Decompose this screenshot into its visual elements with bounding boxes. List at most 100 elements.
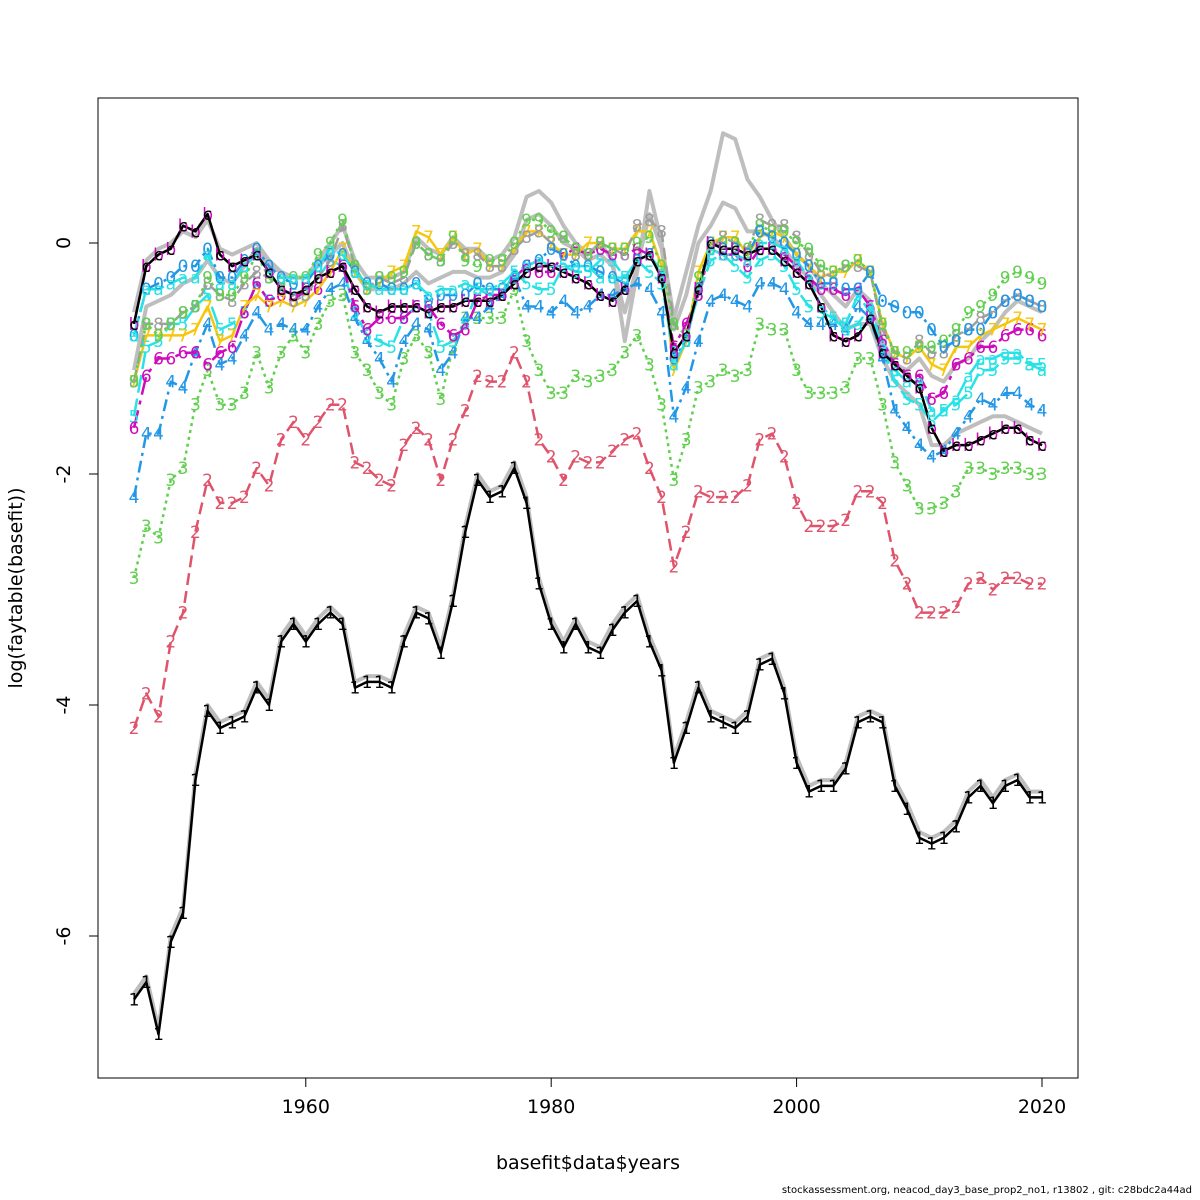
series-1-marker: 1 [840,760,851,780]
series-0-marker: 0 [632,251,643,271]
series-a-marker: a [644,246,654,266]
series-6-marker: 6 [521,257,532,277]
series-5-marker: 5 [325,251,336,271]
series-0-marker: 0 [1000,292,1011,312]
series-8-marker: 8 [288,292,299,312]
series-6-marker: 6 [276,286,287,306]
series-7-marker: 7 [865,263,876,283]
series-2-marker: 2 [460,402,471,422]
series-line-2 [132,351,1042,729]
series-0-marker: 0 [435,286,446,306]
series-c-marker: c [338,257,347,277]
series-b-marker: b [337,257,348,277]
series-3-marker: 3 [239,384,250,404]
series-1-marker: 1 [509,459,520,479]
series-1-marker: 1 [607,621,618,641]
series-b-marker: b [853,326,864,346]
series-4-marker: 4 [227,350,238,370]
series-1-marker: 1 [386,679,397,699]
series-2-marker: 2 [987,581,998,601]
series-6-marker: 6 [963,350,974,370]
series-8-marker: 8 [546,234,557,254]
series-4-marker: 4 [926,448,937,468]
series-c-marker: c [424,303,433,323]
series-3-marker: 3 [1037,465,1048,485]
series-3-marker: 3 [828,384,839,404]
series-b-marker: b [583,274,594,294]
series-line-4 [132,276,1043,498]
series-0-marker: 0 [889,298,900,318]
series-3-marker: 3 [742,361,753,381]
series-0-marker: 0 [656,269,667,289]
series-5-marker: 5 [607,251,618,271]
series-3-marker: 3 [619,344,630,364]
series-9-marker: 9 [521,211,532,231]
series-5-marker: 5 [239,303,250,323]
series-a-marker: a [583,257,593,277]
series-c-marker: c [976,430,985,450]
series-8-marker: 8 [791,228,802,248]
series-6-marker: 6 [828,280,839,300]
series-2-marker: 2 [779,448,790,468]
series-b-marker: b [325,263,336,283]
series-1-marker: 1 [963,788,974,808]
series-4-marker: 4 [300,321,311,341]
series-6-marker: 6 [472,292,483,312]
series-4-marker: 4 [779,280,790,300]
series-1-marker: 1 [754,656,765,676]
series-5-marker: 5 [251,274,262,294]
series-b-marker: b [975,430,986,450]
series-5-marker: 5 [705,251,716,271]
series-4-marker: 4 [975,390,986,410]
series-3-marker: 3 [595,367,606,387]
series-b-marker: b [705,234,716,254]
series-1-marker: 1 [656,661,667,681]
series-c-marker: c [178,217,187,237]
series-2-marker: 2 [251,459,262,479]
series-4-marker: 4 [398,332,409,352]
series-a-marker: a [546,257,556,277]
series-2-marker: 2 [374,471,385,491]
series-8-marker: 8 [1024,292,1035,312]
series-c-marker: c [964,436,973,456]
series-6-marker: 6 [398,309,409,329]
series-1-marker: 1 [1000,777,1011,797]
series-9-marker: 9 [264,269,275,289]
series-6-marker: 6 [239,303,250,323]
series-5-marker: 5 [730,257,741,277]
series-8-marker: 8 [349,257,360,277]
series-6-marker: 6 [337,257,348,277]
series-5-marker: 5 [668,344,679,364]
series-7-marker: 7 [668,361,679,381]
series-2-marker: 2 [828,517,839,537]
series-1-marker: 1 [202,702,213,722]
series-4-marker: 4 [914,436,925,456]
series-a-marker: a [178,269,188,289]
series-a-marker: a [681,332,691,352]
series-7-marker: 7 [337,240,348,260]
series-5-marker: 5 [889,373,900,393]
series-1-marker: 1 [902,800,913,820]
series-3-marker: 3 [607,361,618,381]
series-7-marker: 7 [791,246,802,266]
series-9-marker: 9 [987,286,998,306]
series-9-marker: 9 [619,240,630,260]
series-a-marker: a [632,251,642,271]
series-0-marker: 0 [619,274,630,294]
series-b-marker: b [141,257,152,277]
series-2-marker: 2 [509,344,520,364]
series-6-marker: 6 [779,246,790,266]
series-6-marker: 6 [362,321,373,341]
series-b-marker: b [202,205,213,225]
series-7-marker: 7 [779,228,790,248]
series-3-marker: 3 [718,361,729,381]
series-c-marker: c [142,257,151,277]
series-b-marker: b [350,280,361,300]
series-3-marker: 3 [497,309,508,329]
series-4-marker: 4 [349,309,360,329]
series-1-marker: 1 [521,494,532,514]
series-4-marker: 4 [619,280,630,300]
series-b-marker: b [153,246,164,266]
series-0-marker: 0 [337,246,348,266]
series-2-marker: 2 [1037,575,1048,595]
